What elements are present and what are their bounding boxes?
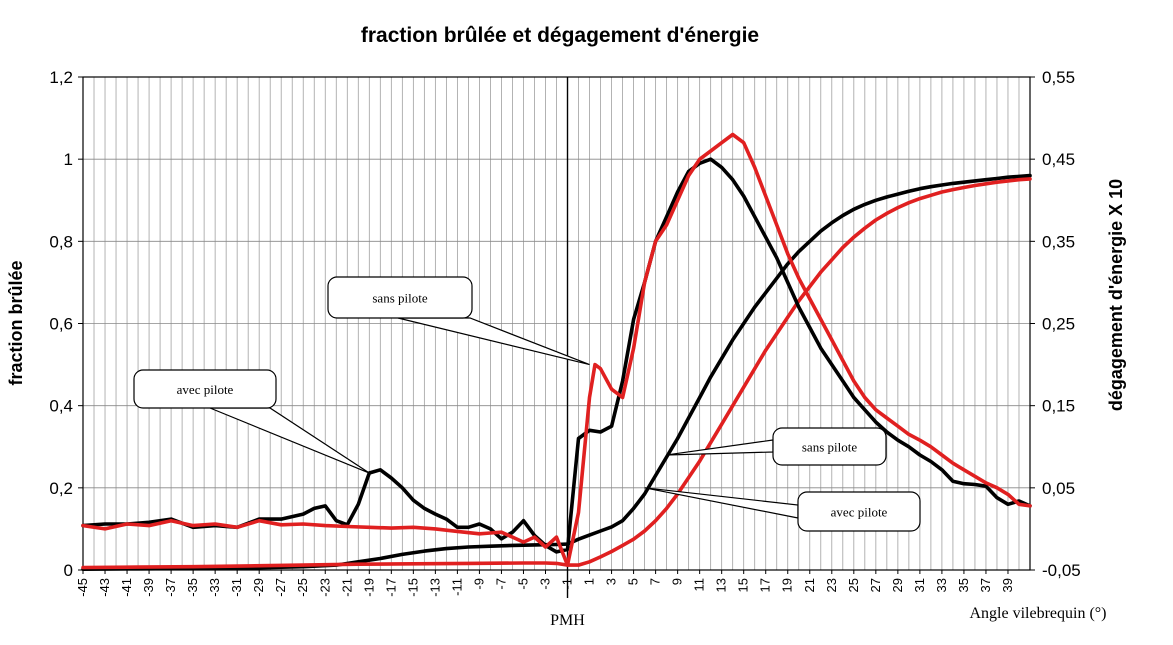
x-tick-label: 25 (846, 578, 861, 592)
y-tick-label-right: -0,05 (1042, 561, 1081, 580)
y-tick-label-left: 0,6 (49, 315, 73, 334)
x-tick-label: -7 (493, 578, 508, 590)
x-tick-label: -15 (405, 578, 420, 597)
callout-label: sans pilote (802, 440, 857, 455)
x-tick-label: 33 (934, 578, 949, 592)
series-line-1 (81, 177, 1032, 570)
x-tick-label: -13 (427, 578, 442, 597)
series-line-3 (81, 132, 1032, 567)
callout-box (327, 276, 473, 319)
y-tick-label-left: 1,2 (49, 68, 73, 87)
series-line-2 (81, 157, 1032, 554)
x-tick-label: -41 (119, 578, 134, 597)
x-tick-label: -25 (295, 578, 310, 597)
x-tick-label: 19 (780, 578, 795, 592)
callout-pointer (209, 407, 370, 474)
callout-sans-pilote-1: sans pilote (327, 276, 590, 366)
x-tick-label: -9 (471, 578, 486, 590)
x-tick-label: -11 (449, 578, 464, 596)
callout-box (133, 369, 277, 409)
y-axis-left: 0 0,2 0,4 0,6 0,8 1 1,2 (49, 68, 83, 580)
y-tick-label-right: 0,55 (1042, 68, 1075, 87)
callout-box (797, 491, 921, 532)
y-axis-right: -0,05 0,05 0,15 0,25 0,35 0,45 0,55 (1030, 68, 1081, 580)
callout-avec-pilote-2: avec pilote (644, 487, 921, 532)
x-tick-label: 9 (670, 578, 685, 585)
callout-sans-pilote-2: sans pilote (666, 427, 887, 466)
x-tick-label: 5 (626, 578, 641, 585)
series-line-0 (81, 173, 1032, 571)
y-tick-label-right: 0,45 (1042, 150, 1075, 169)
x-tick-label: -27 (273, 578, 288, 597)
x-tick-label: -19 (361, 578, 376, 597)
y-tick-label-right: 0,25 (1042, 315, 1075, 334)
callout-box (772, 427, 887, 466)
pmh-label: PMH (550, 612, 585, 629)
x-tick-label: 23 (824, 578, 839, 592)
y-tick-label-right: 0,15 (1042, 397, 1075, 416)
x-tick-label: 31 (912, 578, 927, 592)
x-tick-label: 15 (736, 578, 751, 592)
x-axis: -45 -43 -41 -39 -37 -35 -33 -31 -29 -27 -25 -23 -21-… (75, 570, 1015, 597)
chart-title: fraction brûlée et dégagement d'énergie (361, 24, 759, 47)
pmh-marker: PMH (550, 77, 585, 629)
y-axis-right-title: dégagement d'énergie X 10 (1106, 179, 1126, 411)
x-tick-label: -31 (229, 578, 244, 597)
x-tick-label: 7 (648, 578, 663, 585)
x-tick-label: 35 (956, 578, 971, 592)
y-tick-label-right: 0,05 (1042, 479, 1075, 498)
x-tick-label: -45 (75, 578, 90, 597)
callout-pointer (397, 317, 590, 366)
callout-label: avec pilote (831, 505, 888, 520)
x-tick-label: -43 (97, 578, 112, 597)
callout-avec-pilote-1: avec pilote (133, 369, 370, 474)
x-tick-label: -33 (207, 578, 222, 597)
series-group (81, 132, 1032, 571)
x-tick-label: -37 (163, 578, 178, 597)
x-tick-label: 17 (758, 578, 773, 592)
x-tick-label: 37 (978, 578, 993, 592)
x-tick-label: 13 (714, 578, 729, 592)
x-tick-label: 3 (604, 578, 619, 585)
x-tick-label: -3 (537, 578, 552, 590)
callouts: sans pilote avec pilote sans pilote avec pi… (133, 276, 921, 532)
x-tick-label: 11 (692, 578, 707, 592)
y-tick-label-left: 1 (64, 150, 73, 169)
y-tick-label-left: 0 (64, 561, 73, 580)
x-tick-label: 21 (802, 578, 817, 592)
x-tick-label: -29 (251, 578, 266, 597)
callout-label: sans pilote (372, 291, 427, 306)
x-tick-label: -23 (317, 578, 332, 597)
x-tick-label: -35 (185, 578, 200, 597)
y-tick-label-left: 0,4 (49, 397, 73, 416)
x-tick-label: -39 (141, 578, 156, 597)
x-tick-label: -5 (515, 578, 530, 590)
x-tick-label: 39 (1000, 578, 1015, 592)
y-tick-label-left: 0,8 (49, 232, 73, 251)
grid (83, 77, 1030, 570)
x-tick-label: 29 (890, 578, 905, 592)
y-axis-left-title: fraction brûlée (6, 260, 26, 385)
x-tick-label: -21 (339, 578, 354, 597)
x-tick-label: 1 (582, 578, 597, 585)
callout-label: avec pilote (177, 382, 234, 397)
callout-pointer (666, 439, 774, 456)
x-tick-label: 27 (868, 578, 883, 592)
x-axis-title: Angle vilebrequin (°) (969, 605, 1106, 622)
y-tick-label-right: 0,35 (1042, 232, 1075, 251)
y-tick-label-left: 0,2 (49, 479, 73, 498)
x-tick-label: -17 (383, 578, 398, 597)
